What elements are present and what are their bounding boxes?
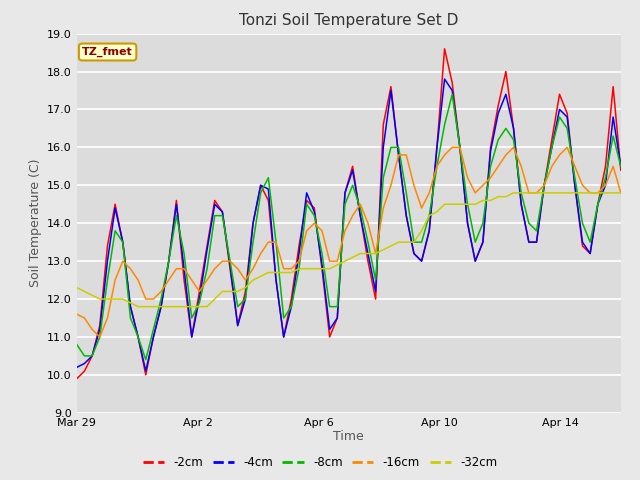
Y-axis label: Soil Temperature (C): Soil Temperature (C)	[29, 159, 42, 288]
Title: Tonzi Soil Temperature Set D: Tonzi Soil Temperature Set D	[239, 13, 458, 28]
Text: TZ_fmet: TZ_fmet	[82, 47, 133, 57]
Legend: -2cm, -4cm, -8cm, -16cm, -32cm: -2cm, -4cm, -8cm, -16cm, -32cm	[138, 452, 502, 474]
X-axis label: Time: Time	[333, 431, 364, 444]
